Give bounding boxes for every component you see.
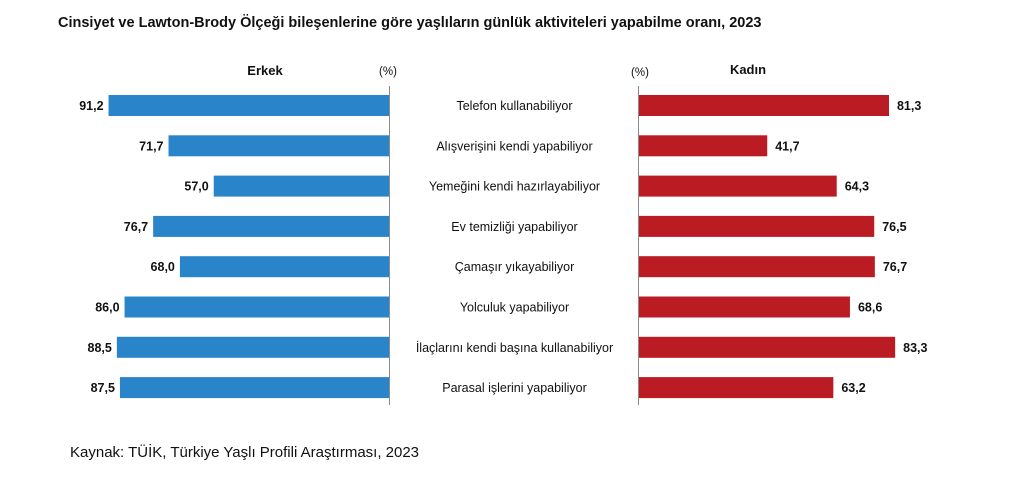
bar-kadin: [639, 336, 896, 358]
bar-kadin: [639, 135, 768, 157]
data-label-kadin: 64,3: [845, 180, 869, 194]
category-label: Telefon kullanabiliyor: [456, 99, 572, 113]
bar-erkek: [116, 336, 390, 358]
chart-title: Cinsiyet ve Lawton-Brody Ölçeği bileşenl…: [58, 15, 762, 31]
series-name-kadin: Kadın: [730, 62, 766, 77]
bar-erkek: [168, 135, 389, 157]
data-label-kadin: 81,3: [897, 99, 921, 113]
data-label-erkek: 87,5: [91, 381, 115, 395]
bar-kadin: [639, 95, 889, 116]
series-name-erkek: Erkek: [247, 63, 283, 78]
category-label: Çamaşır yıkayabiliyor: [455, 260, 574, 274]
category-label: Alışverişini kendi yapabiliyor: [436, 139, 592, 153]
data-label-kadin: 76,7: [883, 260, 907, 274]
data-label-erkek: 68,0: [151, 260, 175, 274]
data-label-kadin: 68,6: [858, 301, 882, 315]
bar-erkek: [213, 175, 389, 197]
category-label: Yemeğini kendi hazırlayabiliyor: [429, 180, 600, 194]
bar-kadin: [639, 215, 875, 237]
unit-label-kadin: (%): [631, 67, 649, 79]
data-label-erkek: 86,0: [95, 301, 119, 315]
category-label: Yolculuk yapabiliyor: [460, 301, 569, 315]
data-label-erkek: 76,7: [124, 220, 148, 234]
bar-kadin: [639, 256, 875, 278]
data-label-erkek: 57,0: [184, 180, 208, 194]
bar-kadin: [639, 296, 850, 318]
data-label-kadin: 41,7: [775, 139, 799, 153]
bar-erkek: [108, 95, 389, 116]
category-label: Ev temizliği yapabiliyor: [451, 220, 577, 234]
category-label: Parasal işlerini yapabiliyor: [442, 381, 587, 395]
bar-erkek: [124, 296, 390, 318]
data-label-erkek: 88,5: [88, 341, 112, 355]
category-label: İlaçlarını kendi başına kullanabiliyor: [416, 341, 613, 355]
data-label-kadin: 83,3: [903, 341, 927, 355]
data-label-kadin: 76,5: [882, 220, 906, 234]
bar-erkek: [179, 256, 389, 278]
bar-erkek: [153, 215, 389, 237]
bar-erkek: [119, 377, 389, 399]
data-label-kadin: 63,2: [841, 381, 865, 395]
unit-label-erkek: (%): [379, 66, 397, 78]
bar-kadin: [639, 377, 834, 399]
source-note: Kaynak: TÜİK, Türkiye Yaşlı Profili Araş…: [70, 444, 420, 461]
bar-kadin: [639, 175, 837, 197]
data-label-erkek: 91,2: [79, 99, 103, 113]
data-label-erkek: 71,7: [139, 139, 163, 153]
